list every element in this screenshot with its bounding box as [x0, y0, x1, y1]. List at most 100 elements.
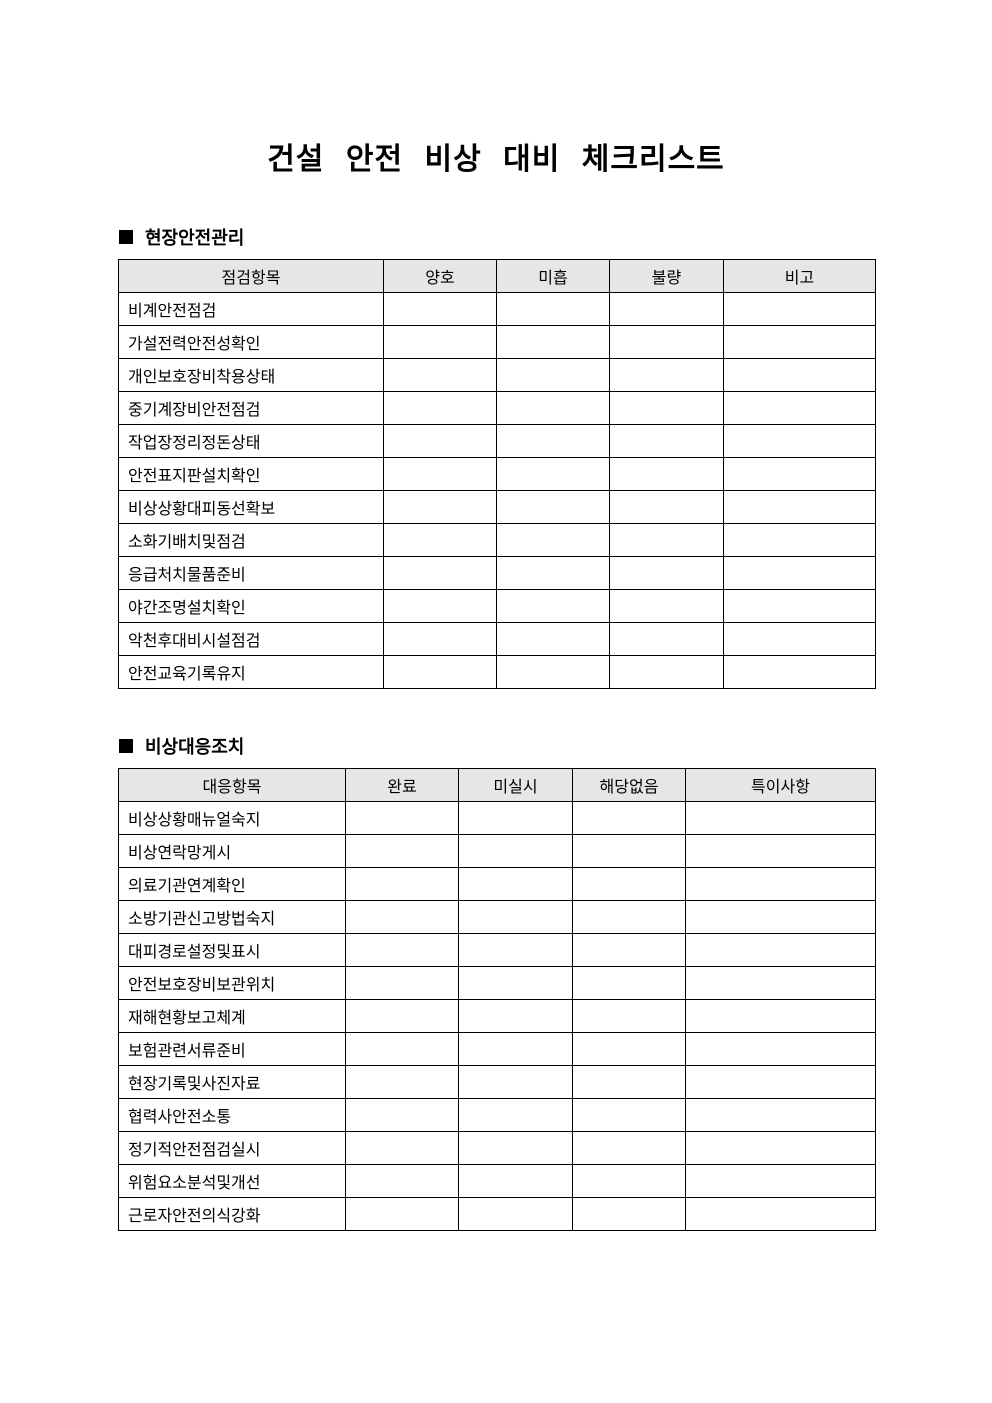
check-cell[interactable] [345, 1032, 459, 1066]
check-cell[interactable] [345, 966, 459, 1000]
check-cell[interactable] [609, 556, 724, 590]
check-cell[interactable] [458, 801, 573, 835]
check-cell[interactable] [685, 900, 876, 934]
check-cell[interactable] [685, 867, 876, 901]
check-cell[interactable] [458, 966, 573, 1000]
check-cell[interactable] [458, 1065, 573, 1099]
check-cell[interactable] [572, 1032, 686, 1066]
check-cell[interactable] [572, 834, 686, 868]
check-cell[interactable] [383, 292, 497, 326]
check-cell[interactable] [345, 1065, 459, 1099]
check-cell[interactable] [345, 834, 459, 868]
check-cell[interactable] [723, 325, 876, 359]
check-cell[interactable] [345, 801, 459, 835]
check-cell[interactable] [685, 1164, 876, 1198]
check-cell[interactable] [458, 1131, 573, 1165]
check-cell[interactable] [723, 292, 876, 326]
check-cell[interactable] [723, 424, 876, 458]
check-cell[interactable] [496, 424, 610, 458]
check-cell[interactable] [572, 999, 686, 1033]
check-cell[interactable] [458, 834, 573, 868]
check-cell[interactable] [345, 900, 459, 934]
check-cell[interactable] [572, 1164, 686, 1198]
check-cell[interactable] [572, 900, 686, 934]
check-cell[interactable] [458, 867, 573, 901]
check-cell[interactable] [496, 292, 610, 326]
check-cell[interactable] [685, 801, 876, 835]
check-cell[interactable] [383, 589, 497, 623]
check-cell[interactable] [383, 622, 497, 656]
check-cell[interactable] [458, 900, 573, 934]
check-cell[interactable] [458, 999, 573, 1033]
check-cell[interactable] [685, 1131, 876, 1165]
check-cell[interactable] [723, 523, 876, 557]
check-cell[interactable] [609, 391, 724, 425]
check-cell[interactable] [383, 556, 497, 590]
check-cell[interactable] [609, 523, 724, 557]
check-cell[interactable] [609, 358, 724, 392]
check-cell[interactable] [572, 933, 686, 967]
check-cell[interactable] [685, 999, 876, 1033]
check-cell[interactable] [609, 589, 724, 623]
check-cell[interactable] [345, 1131, 459, 1165]
check-cell[interactable] [685, 1065, 876, 1099]
check-cell[interactable] [496, 589, 610, 623]
check-cell[interactable] [383, 358, 497, 392]
check-cell[interactable] [723, 490, 876, 524]
check-cell[interactable] [496, 490, 610, 524]
check-cell[interactable] [685, 1032, 876, 1066]
check-cell[interactable] [609, 490, 724, 524]
check-cell[interactable] [572, 1131, 686, 1165]
check-cell[interactable] [609, 622, 724, 656]
check-cell[interactable] [345, 867, 459, 901]
check-cell[interactable] [572, 966, 686, 1000]
check-cell[interactable] [609, 457, 724, 491]
check-cell[interactable] [723, 589, 876, 623]
check-cell[interactable] [345, 999, 459, 1033]
check-cell[interactable] [723, 556, 876, 590]
check-cell[interactable] [383, 655, 497, 689]
check-cell[interactable] [609, 655, 724, 689]
check-cell[interactable] [723, 622, 876, 656]
check-cell[interactable] [458, 933, 573, 967]
check-cell[interactable] [458, 1098, 573, 1132]
check-cell[interactable] [383, 523, 497, 557]
check-cell[interactable] [723, 457, 876, 491]
check-cell[interactable] [458, 1032, 573, 1066]
check-cell[interactable] [609, 292, 724, 326]
check-cell[interactable] [723, 391, 876, 425]
check-cell[interactable] [383, 490, 497, 524]
check-cell[interactable] [609, 424, 724, 458]
check-cell[interactable] [572, 1197, 686, 1231]
check-cell[interactable] [685, 834, 876, 868]
check-cell[interactable] [723, 655, 876, 689]
check-cell[interactable] [496, 325, 610, 359]
check-cell[interactable] [496, 457, 610, 491]
check-cell[interactable] [458, 1197, 573, 1231]
check-cell[interactable] [496, 655, 610, 689]
check-cell[interactable] [496, 556, 610, 590]
check-cell[interactable] [609, 325, 724, 359]
check-cell[interactable] [345, 1098, 459, 1132]
check-cell[interactable] [685, 933, 876, 967]
check-cell[interactable] [496, 622, 610, 656]
check-cell[interactable] [723, 358, 876, 392]
check-cell[interactable] [572, 1098, 686, 1132]
check-cell[interactable] [383, 457, 497, 491]
check-cell[interactable] [345, 1164, 459, 1198]
check-cell[interactable] [572, 801, 686, 835]
check-cell[interactable] [383, 325, 497, 359]
check-cell[interactable] [383, 391, 497, 425]
check-cell[interactable] [345, 933, 459, 967]
check-cell[interactable] [383, 424, 497, 458]
check-cell[interactable] [496, 358, 610, 392]
check-cell[interactable] [685, 1197, 876, 1231]
check-cell[interactable] [572, 1065, 686, 1099]
check-cell[interactable] [496, 523, 610, 557]
check-cell[interactable] [345, 1197, 459, 1231]
check-cell[interactable] [496, 391, 610, 425]
check-cell[interactable] [685, 1098, 876, 1132]
check-cell[interactable] [572, 867, 686, 901]
check-cell[interactable] [685, 966, 876, 1000]
check-cell[interactable] [458, 1164, 573, 1198]
